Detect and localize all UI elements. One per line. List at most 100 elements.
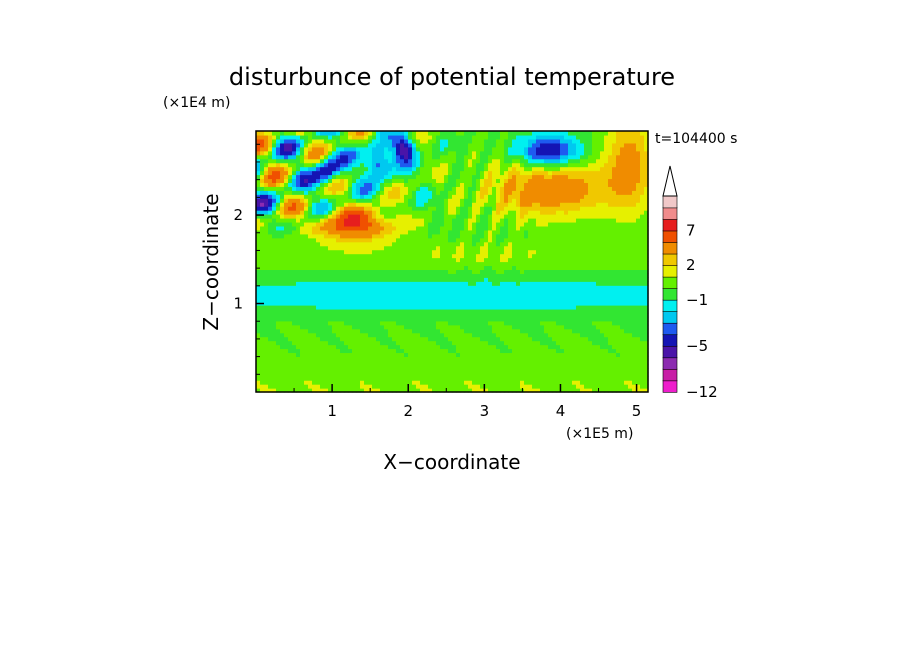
- contour-cell: [520, 277, 525, 282]
- contour-cell: [348, 245, 353, 251]
- contour-cell: [364, 352, 369, 357]
- contour-cell: [300, 305, 305, 310]
- contour-cell: [524, 162, 529, 168]
- contour-cell: [472, 142, 477, 148]
- contour-cell: [256, 154, 261, 160]
- contour-cell: [264, 320, 269, 326]
- contour-cell: [280, 210, 285, 215]
- contour-cell: [484, 269, 489, 274]
- contour-cell: [256, 344, 261, 350]
- contour-cell: [468, 198, 473, 203]
- contour-cell: [380, 241, 385, 247]
- contour-cell: [508, 261, 513, 267]
- contour-cell: [480, 202, 485, 207]
- contour-cell: [348, 214, 353, 219]
- contour-cell: [304, 281, 309, 286]
- contour-cell: [524, 174, 529, 180]
- contour-cell: [520, 356, 525, 361]
- contour-cell: [476, 316, 481, 322]
- contour-cell: [436, 138, 441, 144]
- contour-cell: [400, 210, 405, 215]
- contour-cell: [256, 269, 261, 274]
- contour-cell: [472, 178, 477, 183]
- contour-cell: [384, 316, 389, 322]
- contour-cell: [320, 233, 325, 239]
- contour-cell: [344, 285, 349, 290]
- contour-cell: [412, 324, 417, 330]
- contour-cell: [360, 214, 365, 219]
- contour-cell: [480, 146, 485, 152]
- contour-cell: [540, 372, 545, 377]
- contour-cell: [520, 336, 525, 342]
- contour-cell: [416, 245, 421, 251]
- contour-cell: [308, 198, 313, 203]
- contour-cell: [552, 218, 557, 223]
- contour-cell: [316, 301, 321, 306]
- contour-cell: [500, 146, 505, 152]
- contour-cell: [432, 142, 437, 148]
- contour-cell: [488, 253, 493, 259]
- contour-cell: [272, 289, 277, 294]
- contour-cell: [536, 178, 541, 183]
- contour-cell: [304, 324, 309, 330]
- contour-cell: [496, 352, 501, 357]
- contour-cell: [256, 308, 261, 314]
- contour-cell: [260, 336, 265, 342]
- contour-cell: [304, 182, 309, 187]
- contour-cell: [416, 352, 421, 357]
- contour-cell: [292, 249, 297, 255]
- contour-cell: [388, 138, 393, 144]
- contour-cell: [468, 221, 473, 227]
- contour-cell: [480, 154, 485, 160]
- contour-cell: [500, 190, 505, 195]
- contour-cell: [356, 380, 361, 385]
- contour-cell: [500, 214, 505, 219]
- contour-cell: [456, 265, 461, 270]
- contour-cell: [356, 194, 361, 199]
- contour-cell: [476, 138, 481, 144]
- contour-cell: [552, 261, 557, 267]
- contour-cell: [420, 206, 425, 211]
- contour-cell: [468, 218, 473, 223]
- contour-cell: [536, 352, 541, 357]
- contour-cell: [540, 293, 545, 298]
- contour-cell: [532, 150, 537, 156]
- contour-cell: [456, 138, 461, 144]
- contour-cell: [300, 241, 305, 247]
- contour-cell: [464, 218, 469, 223]
- contour-cell: [324, 194, 329, 199]
- contour-cell: [400, 368, 405, 373]
- contour-cell: [292, 178, 297, 183]
- contour-cell: [472, 190, 477, 195]
- contour-cell: [548, 344, 553, 350]
- contour-cell: [364, 178, 369, 183]
- contour-cell: [532, 146, 537, 152]
- contour-cell: [476, 293, 481, 298]
- contour-cell: [504, 142, 509, 148]
- contour-cell: [424, 178, 429, 183]
- contour-cell: [308, 265, 313, 270]
- contour-cell: [288, 221, 293, 227]
- contour-cell: [272, 131, 277, 136]
- contour-cell: [484, 142, 489, 148]
- contour-cell: [352, 225, 357, 231]
- contour-cell: [420, 293, 425, 298]
- contour-cell: [488, 320, 493, 326]
- contour-cell: [536, 190, 541, 195]
- contour-cell: [308, 221, 313, 227]
- contour-cell: [492, 146, 497, 152]
- contour-cell: [444, 190, 449, 195]
- contour-cell: [440, 273, 445, 278]
- contour-cell: [540, 257, 545, 263]
- contour-cell: [280, 182, 285, 187]
- contour-cell: [408, 336, 413, 342]
- contour-cell: [348, 257, 353, 263]
- contour-cell: [344, 336, 349, 342]
- contour-cell: [480, 285, 485, 290]
- contour-cell: [492, 170, 497, 176]
- contour-cell: [400, 225, 405, 231]
- contour-cell: [540, 336, 545, 342]
- contour-cell: [392, 221, 397, 227]
- contour-cell: [332, 273, 337, 278]
- contour-cell: [268, 293, 273, 298]
